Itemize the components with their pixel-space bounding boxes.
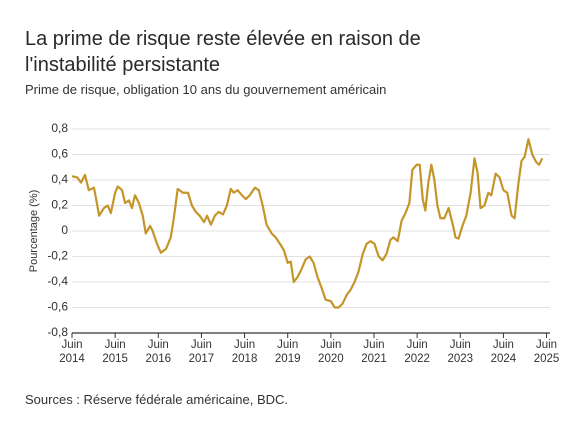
x-tick-label: Juin 2018 xyxy=(231,339,258,365)
x-tick-label: Juin 2023 xyxy=(447,339,474,365)
x-tick-label: Juin 2017 xyxy=(188,339,215,365)
y-tick-label: 0,6 xyxy=(51,147,68,161)
chart-subtitle: Prime de risque, obligation 10 ans du go… xyxy=(25,82,387,97)
x-tick-label: Juin 2015 xyxy=(102,339,128,365)
x-tick-label: Juin 2019 xyxy=(274,339,301,365)
x-tick-label: Juin 2024 xyxy=(490,339,517,365)
x-tick-label: Juin 2025 xyxy=(533,339,560,365)
source-note: Sources : Réserve fédérale américaine, B… xyxy=(25,392,289,407)
x-tick-label: Juin 2021 xyxy=(361,339,387,365)
y-tick-label: -0,4 xyxy=(47,274,68,288)
y-tick-label: -0,2 xyxy=(47,249,68,263)
data-line xyxy=(71,138,544,309)
y-tick-label: 0,2 xyxy=(51,198,68,212)
y-tick-label: 0,4 xyxy=(51,172,68,186)
x-tick-label: Juin 2022 xyxy=(404,339,430,365)
x-tick-label: Juin 2014 xyxy=(59,339,85,365)
y-axis-label: Pourcentage (%) xyxy=(28,190,40,273)
chart-title: La prime de risque reste élevée en raiso… xyxy=(25,28,421,76)
y-tick-label: -0,8 xyxy=(47,325,68,339)
x-tick-label: Juin 2020 xyxy=(318,339,344,365)
y-tick-label: -0,6 xyxy=(47,300,68,314)
y-tick-label: 0,8 xyxy=(51,121,68,135)
x-tick-label: Juin 2016 xyxy=(145,339,172,365)
y-tick-label: 0 xyxy=(61,223,68,237)
